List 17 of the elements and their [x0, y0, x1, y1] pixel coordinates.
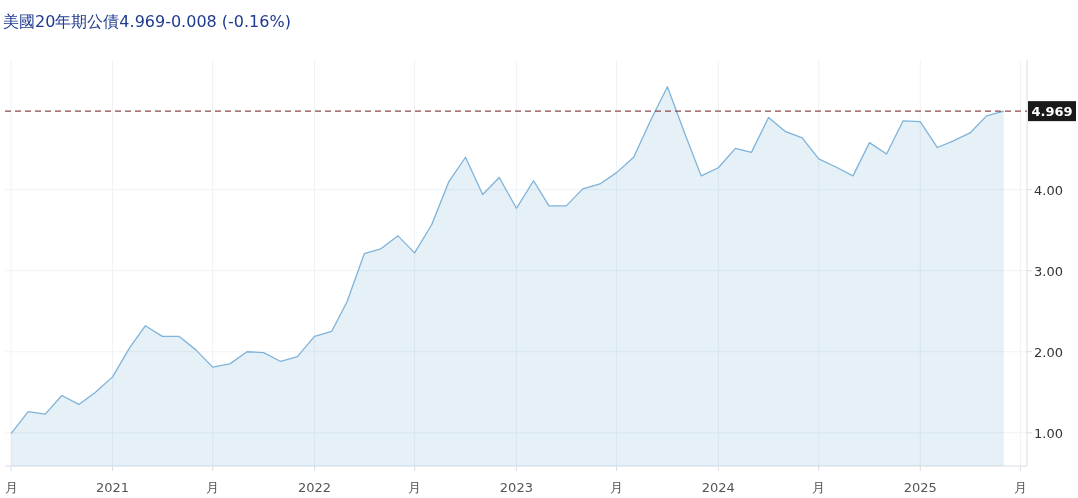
y-tick-label: 3.00	[1034, 263, 1063, 279]
x-tick-label: 月	[1013, 480, 1027, 495]
x-tick-label: 月	[812, 480, 826, 495]
x-tick-label: 2024	[701, 480, 735, 495]
y-tick-label: 1.00	[1034, 425, 1063, 441]
x-tick-label: 2022	[297, 480, 332, 495]
ref-line-label: 4.969	[1031, 104, 1073, 120]
x-tick-label: 2023	[499, 480, 533, 495]
x-tick-label: 2021	[96, 480, 130, 495]
x-tick-label: 月	[408, 480, 422, 495]
x-tick-label: 月	[610, 480, 624, 495]
chart-title: 美國20年期公債4.969-0.008 (-0.16%)	[3, 12, 291, 31]
x-tick-label: 月	[206, 480, 220, 495]
x-tick-label: 2025	[903, 480, 937, 495]
y-tick-label: 2.00	[1034, 344, 1063, 360]
y-tick-label: 4.00	[1034, 182, 1063, 198]
x-tick-label: 月	[4, 480, 18, 495]
